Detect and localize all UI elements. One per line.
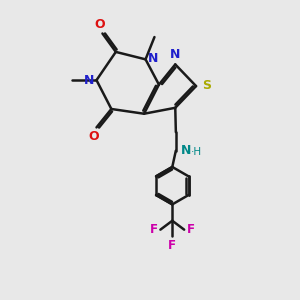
Text: O: O (89, 130, 99, 143)
Text: N: N (84, 74, 94, 87)
Text: F: F (168, 239, 176, 252)
Text: N: N (148, 52, 158, 65)
Text: N: N (170, 47, 181, 61)
Text: S: S (202, 79, 211, 92)
Text: ·H: ·H (191, 147, 203, 157)
Text: N: N (181, 143, 191, 157)
Text: F: F (187, 223, 195, 236)
Text: F: F (149, 223, 158, 236)
Text: O: O (95, 18, 105, 31)
